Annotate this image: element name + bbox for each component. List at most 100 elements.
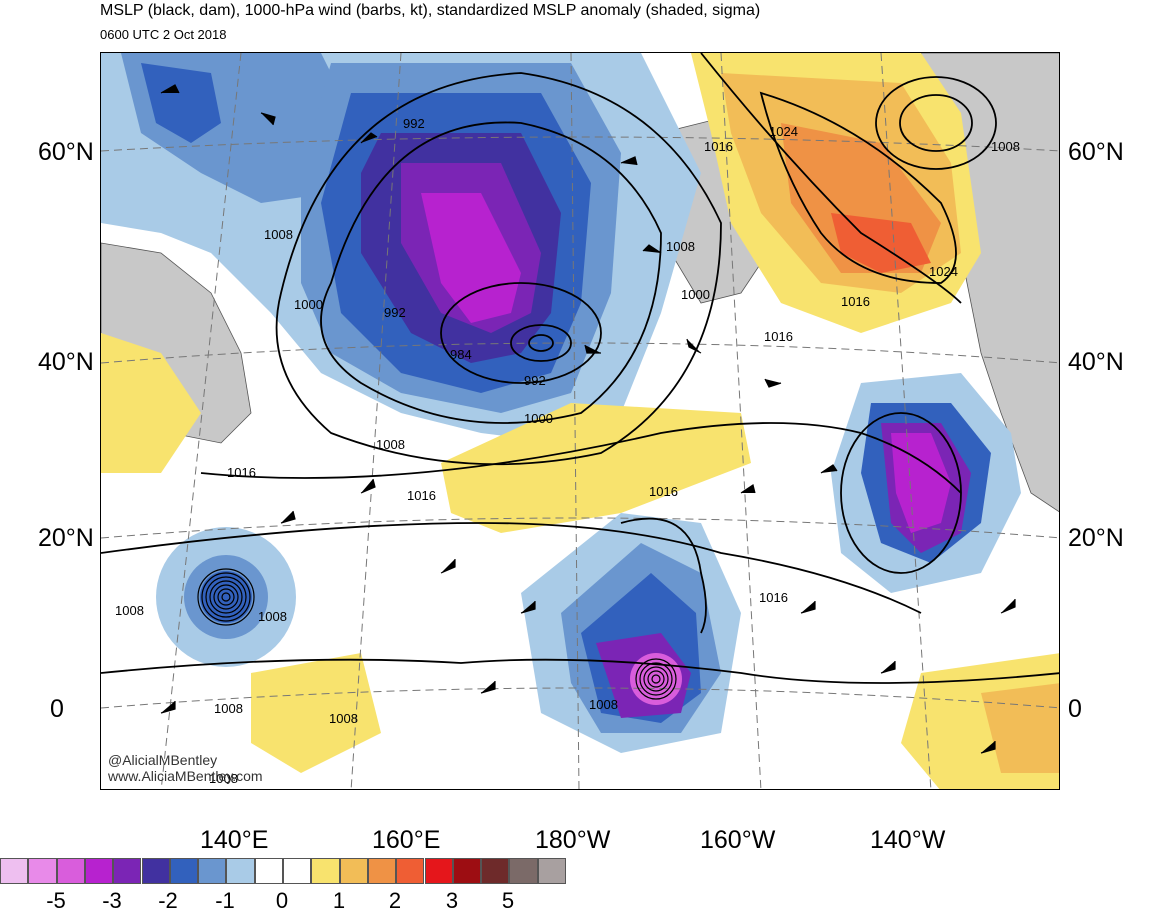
- typhoon-ring-5: [205, 576, 247, 618]
- wind-barb: [820, 464, 838, 474]
- contour-label: 1008: [115, 603, 144, 618]
- wind-barb: [740, 484, 756, 494]
- south-low-ring-2: [647, 670, 665, 688]
- colorbar-tick-label: 2: [388, 888, 402, 913]
- south-low-ring-1: [651, 674, 661, 684]
- lat-label-40n-left: 40°N: [38, 348, 94, 376]
- contour-label: 1016: [227, 465, 256, 480]
- south-low-ring-5: [635, 658, 677, 700]
- watermark-url: www.AliciaMBentley.com: [108, 768, 263, 784]
- lat-line-20n: [101, 517, 1059, 539]
- contour-label: 1016: [704, 139, 733, 154]
- contour-label-group: 992 992 1000 1000 984 992 1000 1008 1008…: [115, 116, 1020, 786]
- colorbar-box: [537, 858, 566, 884]
- wind-barb: [280, 510, 296, 524]
- colorbar-box: [56, 858, 85, 884]
- colorbar-box: [396, 858, 425, 884]
- colorbar-box: [0, 858, 29, 884]
- mslp-contour-1012-south: [620, 517, 707, 634]
- typhoon-ring-4: [209, 580, 243, 614]
- mslp-contour-1016-subtropical: [200, 422, 962, 494]
- typhoon-ring-7: [197, 568, 255, 626]
- colorbar-tick-label: 1: [332, 888, 346, 913]
- colorbar-box: [311, 858, 340, 884]
- wind-barb: [160, 701, 176, 714]
- colorbar-tick-label: -1: [215, 888, 235, 913]
- mslp-contour-1008: [275, 72, 722, 466]
- map-svg: 992 992 1000 1000 984 992 1000 1008 1008…: [101, 53, 1059, 789]
- typhoon-contours: [197, 568, 677, 700]
- anomaly-plus15-se: [981, 683, 1059, 773]
- colorbar-box: [452, 858, 482, 884]
- graticule: [101, 53, 1059, 789]
- lon-line-140w: [880, 53, 932, 789]
- colorbar-box: [169, 858, 199, 884]
- typhoon-ring-1: [221, 592, 231, 602]
- colorbar-box: [28, 858, 57, 884]
- typhoon-ring-2: [217, 588, 235, 606]
- lat-label-0-left: 0: [50, 695, 64, 723]
- contour-label: 1016: [407, 488, 436, 503]
- lon-line-180: [570, 53, 580, 789]
- wind-barb: [980, 741, 996, 754]
- wind-barb: [642, 244, 662, 254]
- mslp-contour-1008-east-low: [840, 412, 962, 574]
- mslp-contour-1016-north: [700, 53, 962, 304]
- wind-barb: [764, 378, 782, 388]
- colorbar-box: [84, 858, 114, 884]
- contour-label: 1008: [589, 697, 618, 712]
- watermark-handle: @AlicialMBentley: [108, 752, 218, 768]
- mslp-contour-low-center: [528, 334, 554, 352]
- lon-label-160w: 160°W: [700, 826, 776, 854]
- contour-label: 1008: [666, 239, 695, 254]
- mslp-contour-1000: [320, 121, 662, 424]
- contour-label: 992: [384, 305, 406, 320]
- mslp-contour-1008-tropics: [101, 658, 1059, 684]
- lon-line-160w: [720, 53, 762, 789]
- lon-line-160e: [350, 53, 402, 789]
- colorbar-tick-label: -3: [102, 888, 122, 913]
- colorbar-tick-label: -5: [46, 888, 66, 913]
- anomaly-typhoon-minus2: [200, 571, 252, 623]
- wind-barb: [620, 156, 638, 166]
- wind-barb: [800, 601, 816, 614]
- colorbar-tick-label: 3: [445, 888, 459, 913]
- mslp-contour-984: [510, 324, 572, 362]
- colorbar-box: [141, 858, 170, 884]
- contour-label: 1016: [764, 329, 793, 344]
- anomaly-minus4-main: [421, 193, 521, 323]
- lon-label-180w: 180°W: [535, 826, 611, 854]
- wind-barb: [480, 681, 496, 694]
- contour-label: 1008: [214, 701, 243, 716]
- wind-barb: [880, 661, 896, 674]
- map-title: MSLP (black, dam), 1000-hPa wind (barbs,…: [100, 2, 761, 19]
- mslp-contour-1008-ne: [875, 76, 997, 170]
- lat-line-0: [101, 687, 1059, 709]
- contour-label: 992: [524, 373, 546, 388]
- wind-barb: [440, 559, 456, 574]
- anomaly-plus1-central: [441, 403, 751, 533]
- colorbar-box: [254, 858, 283, 884]
- contour-label: 1008: [209, 771, 238, 786]
- colorbar-box: [509, 858, 538, 884]
- contour-label: 1000: [524, 411, 553, 426]
- wind-barb: [160, 84, 180, 94]
- south-low-ring-4: [639, 662, 673, 696]
- colorbar-box: [198, 858, 227, 884]
- contour-label: 992: [403, 116, 425, 131]
- wind-barb: [360, 132, 378, 144]
- map-panel: 992 992 1000 1000 984 992 1000 1008 1008…: [100, 52, 1060, 790]
- lon-label-140e: 140°E: [200, 826, 269, 854]
- colorbar-box: [226, 858, 255, 884]
- mslp-contour-992: [440, 282, 602, 384]
- contour-label: 1024: [769, 124, 798, 139]
- south-low-ring-3: [643, 666, 669, 692]
- valid-time: 0600 UTC 2 Oct 2018: [100, 27, 227, 42]
- wind-barbs: [160, 84, 1016, 754]
- lat-label-20n-left: 20°N: [38, 524, 94, 552]
- anomaly-plus1-sw: [251, 653, 381, 773]
- lon-line-140e: [160, 53, 242, 789]
- lat-label-0-right: 0: [1068, 695, 1082, 723]
- contour-label: 1008: [376, 437, 405, 452]
- lon-label-140w: 140°W: [870, 826, 946, 854]
